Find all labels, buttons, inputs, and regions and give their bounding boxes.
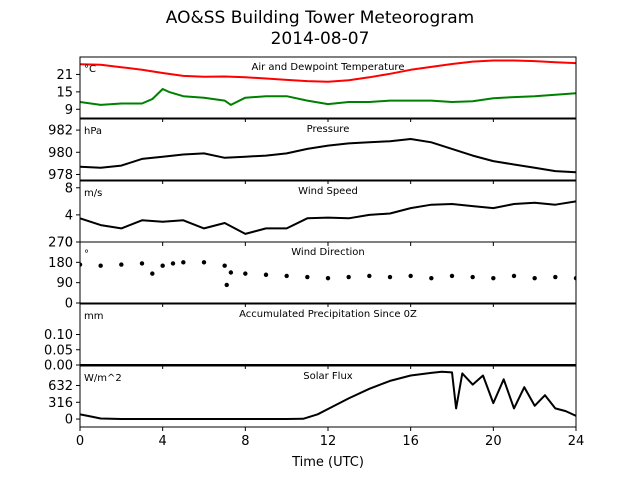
series-line-1 bbox=[80, 138, 576, 174]
data-point bbox=[470, 274, 475, 280]
figure-title: AO&SS Building Tower Meteorogram bbox=[165, 8, 475, 28]
y-tick-label: 0.10 bbox=[44, 328, 73, 343]
data-point bbox=[150, 271, 155, 276]
data-point bbox=[491, 275, 496, 281]
panel-title: Wind Speed bbox=[298, 186, 358, 197]
data-point bbox=[387, 274, 393, 280]
x-tick-label: 16 bbox=[402, 434, 419, 449]
series-line-1 bbox=[80, 370, 576, 420]
panel-1: 9 15 21 °C Air and Dewpoint Temperature bbox=[56, 56, 577, 122]
y-tick-label: 90 bbox=[56, 276, 73, 291]
x-tick-label: 20 bbox=[485, 434, 502, 449]
data-point bbox=[222, 263, 227, 268]
data-point bbox=[573, 275, 576, 281]
panel-unit: °C bbox=[84, 64, 96, 75]
panel-2: 978 980 982 hPa Pressure bbox=[48, 118, 577, 184]
data-point bbox=[408, 273, 413, 279]
data-point bbox=[243, 271, 248, 276]
data-point bbox=[553, 274, 558, 280]
x-tick-label: 8 bbox=[241, 434, 249, 449]
panel-unit: mm bbox=[84, 311, 103, 322]
data-point bbox=[263, 272, 269, 277]
data-point bbox=[429, 275, 434, 281]
y-tick-label: 9 bbox=[65, 103, 73, 118]
x-axis: 0 4 8 12 16 20 24 bbox=[76, 434, 584, 449]
y-tick-label: 180 bbox=[48, 256, 73, 271]
data-point bbox=[80, 262, 83, 267]
y-tick-label: 982 bbox=[48, 124, 73, 139]
data-point bbox=[181, 260, 186, 265]
panel-4: 0 90 180 270 ° Wind Direction bbox=[48, 236, 577, 312]
x-tick-label: 12 bbox=[320, 434, 337, 449]
y-tick-label: 0.00 bbox=[44, 359, 73, 374]
y-tick-label: 0.05 bbox=[44, 343, 73, 358]
series-line-1 bbox=[80, 200, 576, 235]
data-point bbox=[170, 261, 176, 266]
figure-date: 2014-08-07 bbox=[270, 29, 370, 49]
y-tick-label: 4 bbox=[65, 208, 73, 223]
x-tick-label: 24 bbox=[568, 434, 585, 449]
data-point bbox=[119, 262, 124, 267]
y-tick-label: 0 bbox=[65, 236, 73, 251]
y-tick-label: 0 bbox=[65, 413, 73, 428]
data-point bbox=[160, 263, 165, 268]
series-line-2 bbox=[80, 88, 576, 106]
y-tick-label: 270 bbox=[48, 236, 73, 251]
data-point bbox=[284, 273, 289, 279]
data-point bbox=[139, 261, 145, 266]
panel-unit: ° bbox=[84, 249, 89, 260]
panel-unit: W/m^2 bbox=[84, 373, 122, 384]
x-tick-label: 0 bbox=[76, 434, 84, 449]
data-point bbox=[325, 275, 331, 281]
y-tick-label: 316 bbox=[48, 396, 73, 411]
panel-6: 0 316 632 W/m^2 Solar Flux bbox=[48, 365, 577, 431]
data-point bbox=[449, 273, 455, 279]
panel-title: Accumulated Precipitation Since 0Z bbox=[239, 309, 417, 320]
y-tick-label: 21 bbox=[56, 68, 73, 83]
data-point bbox=[367, 273, 372, 279]
y-tick-label: 980 bbox=[48, 146, 73, 161]
data-point bbox=[201, 260, 207, 265]
data-point bbox=[305, 274, 310, 280]
panel-title: Solar Flux bbox=[303, 371, 353, 382]
y-tick-label: 15 bbox=[56, 85, 73, 100]
panel-unit: m/s bbox=[84, 188, 102, 199]
data-point bbox=[98, 263, 103, 268]
data-point bbox=[228, 270, 234, 275]
series-line-1 bbox=[80, 59, 576, 83]
y-tick-label: 0 bbox=[65, 297, 73, 312]
x-axis-label: Time (UTC) bbox=[291, 455, 364, 470]
series-1 bbox=[80, 260, 576, 288]
data-point bbox=[346, 274, 351, 280]
data-point bbox=[511, 273, 517, 279]
data-point bbox=[532, 275, 537, 281]
x-tick-label: 4 bbox=[159, 434, 167, 449]
panels: 9 15 21 °C Air and Dewpoint Temperature 978 98… bbox=[44, 56, 577, 431]
panel-5: 0.000.050.10 mm Accumulated Precipitation … bbox=[44, 303, 577, 374]
y-tick-label: 632 bbox=[48, 379, 73, 394]
panel-unit: hPa bbox=[84, 126, 102, 137]
panel-title: Pressure bbox=[307, 124, 350, 135]
y-tick-label: 978 bbox=[48, 168, 73, 183]
y-tick-label: 8 bbox=[65, 181, 73, 196]
panel-3: 0 4 8 m/s Wind Speed bbox=[65, 180, 577, 251]
panel-title: Air and Dewpoint Temperature bbox=[252, 62, 405, 73]
data-point bbox=[224, 282, 229, 288]
panel-title: Wind Direction bbox=[291, 247, 365, 258]
